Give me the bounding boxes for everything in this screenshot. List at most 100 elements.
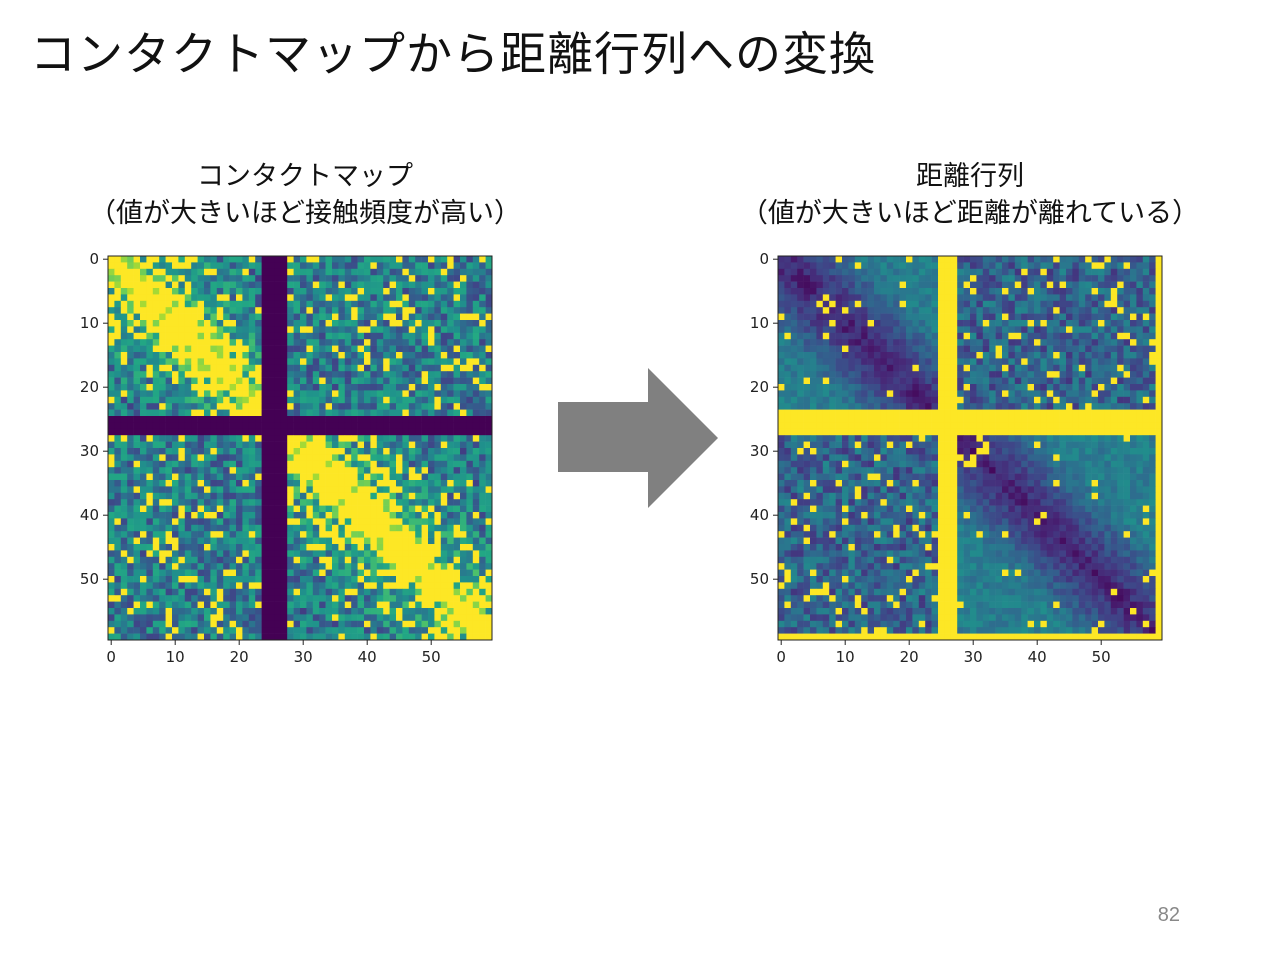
distance-matrix-cell xyxy=(963,307,971,314)
distance-matrix-cell xyxy=(778,390,785,398)
contact-map-cell xyxy=(197,262,205,270)
contact-map-cell xyxy=(114,416,122,423)
contact-map-cell xyxy=(133,512,141,519)
contact-map-cell xyxy=(370,614,378,622)
contact-map-cell xyxy=(159,300,166,308)
contact-map-cell xyxy=(332,595,339,602)
contact-map-cell xyxy=(351,256,358,263)
contact-map-cell xyxy=(421,441,429,449)
distance-matrix-cell xyxy=(784,390,792,398)
distance-matrix-cell xyxy=(1130,371,1137,378)
contact-map-cell xyxy=(421,608,429,615)
distance-matrix-cell xyxy=(1110,294,1118,302)
distance-matrix-cell xyxy=(848,288,856,295)
distance-matrix-cell xyxy=(874,326,881,334)
contact-map-cell xyxy=(421,620,429,628)
contact-map-cell xyxy=(140,518,147,526)
contact-map-cell xyxy=(389,364,397,372)
contact-map-cell xyxy=(293,377,301,385)
contact-map-cell xyxy=(421,499,429,506)
distance-matrix-cell xyxy=(1040,352,1048,359)
contact-map-cell xyxy=(242,377,250,385)
contact-map-cell xyxy=(357,409,365,417)
contact-map-cell xyxy=(472,537,480,545)
distance-matrix-cell xyxy=(1104,358,1112,366)
contact-map-cell xyxy=(165,268,173,276)
distance-matrix-cell xyxy=(957,262,964,270)
contact-map-cell xyxy=(376,256,384,263)
contact-map-cell xyxy=(396,608,403,615)
contact-map-cell xyxy=(447,384,454,391)
distance-matrix-cell xyxy=(938,294,945,302)
contact-map-cell xyxy=(472,262,480,270)
contact-map-cell xyxy=(332,460,339,468)
contact-map-cell xyxy=(485,326,493,334)
contact-map-cell xyxy=(165,422,173,430)
distance-matrix-cell xyxy=(976,352,984,359)
contact-map-cell xyxy=(357,563,365,570)
contact-map-cell xyxy=(287,544,294,551)
contact-map-cell xyxy=(236,512,243,519)
contact-map-cell xyxy=(408,262,416,270)
contact-map-cell xyxy=(408,595,416,602)
distance-matrix-cell xyxy=(1110,275,1118,282)
contact-map-cell xyxy=(415,288,422,295)
contact-map-cell xyxy=(146,460,154,468)
contact-map-cell xyxy=(274,256,282,263)
distance-matrix-cell xyxy=(957,288,964,295)
contact-map-cell xyxy=(370,384,378,391)
contact-map-cell xyxy=(389,595,397,602)
contact-map-cell xyxy=(357,371,365,378)
contact-map-cell xyxy=(370,262,378,270)
distance-matrix-cell xyxy=(880,307,888,314)
distance-matrix-cell xyxy=(970,275,977,282)
contact-map-cell xyxy=(216,307,224,314)
contact-map-cell xyxy=(223,409,230,417)
contact-map-cell xyxy=(434,499,442,506)
contact-map-cell xyxy=(440,518,448,526)
distance-matrix-cell xyxy=(1040,294,1048,302)
contact-map-cell xyxy=(376,550,384,558)
contact-map-cell xyxy=(460,588,467,596)
contact-map-cell xyxy=(280,307,288,314)
contact-map-cell xyxy=(485,390,493,398)
contact-map-cell xyxy=(274,281,282,289)
distance-matrix-cell xyxy=(950,275,958,282)
distance-matrix-cell xyxy=(995,371,1003,378)
contact-map-cell xyxy=(408,460,416,468)
distance-matrix-cell xyxy=(778,320,785,327)
contact-map-cell xyxy=(133,460,141,468)
contact-map-cell xyxy=(370,486,378,494)
contact-map-cell xyxy=(159,320,166,327)
contact-map-cell xyxy=(165,480,173,487)
distance-matrix-cell xyxy=(976,320,984,327)
contact-map-cell xyxy=(197,396,205,404)
contact-map-cell xyxy=(338,300,346,308)
contact-map-cell xyxy=(120,345,128,353)
contact-map-cell xyxy=(472,352,480,359)
distance-matrix-cell xyxy=(912,332,920,340)
contact-map-cell xyxy=(319,627,326,634)
contact-map-cell xyxy=(338,422,346,430)
contact-map-cell xyxy=(376,326,384,334)
contact-map-cell xyxy=(242,371,250,378)
contact-map-frame xyxy=(107,255,493,641)
contact-map-cell xyxy=(248,320,256,327)
contact-map-cell xyxy=(268,608,275,615)
distance-matrix-cell xyxy=(1021,288,1028,295)
distance-matrix-cell xyxy=(810,256,817,263)
contact-map-cell xyxy=(152,467,160,474)
contact-map-cell xyxy=(287,556,294,564)
contact-map-cell xyxy=(152,499,160,506)
contact-map-cell xyxy=(165,582,173,590)
distance-matrix-cell xyxy=(938,275,945,282)
distance-matrix-cell xyxy=(1123,345,1131,353)
contact-map-cell xyxy=(274,480,282,487)
distance-matrix-cell xyxy=(797,326,804,334)
distance-matrix-cell xyxy=(1002,396,1009,404)
distance-matrix-cell xyxy=(1149,275,1156,282)
contact-map-cell xyxy=(466,588,474,596)
distance-matrix-cell xyxy=(829,294,836,302)
contact-map-cell xyxy=(415,441,422,449)
contact-map-cell xyxy=(280,544,288,551)
